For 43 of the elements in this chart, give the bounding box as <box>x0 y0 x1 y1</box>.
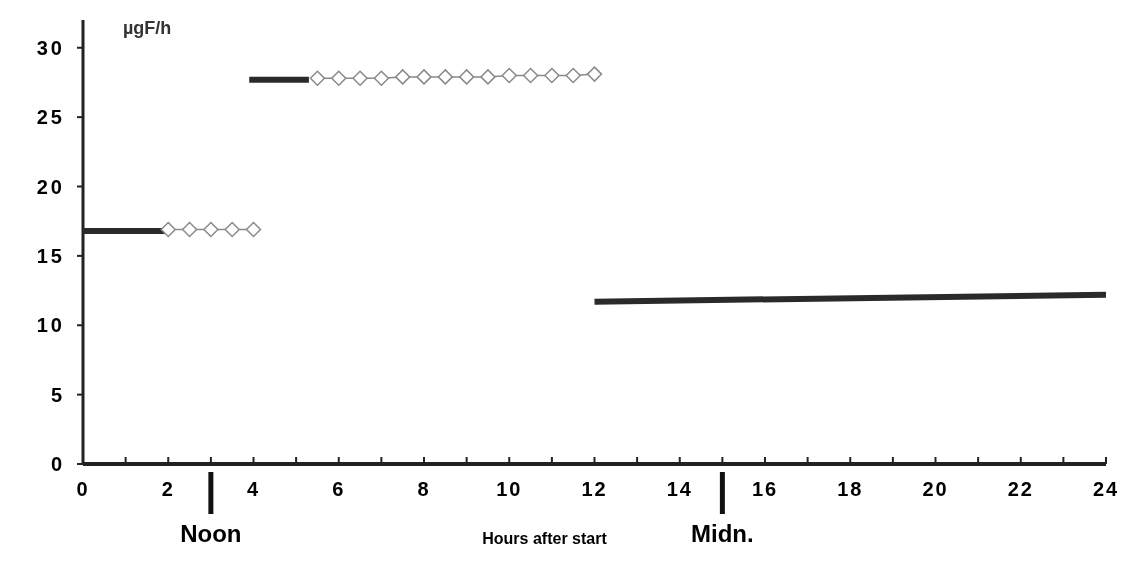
x-tick-label: 14 <box>666 478 693 500</box>
point <box>501 67 517 84</box>
y-tick-label: 30 <box>36 36 65 59</box>
y-tick-label: 25 <box>36 106 65 129</box>
point <box>565 67 581 84</box>
point <box>203 221 219 238</box>
point <box>331 70 347 87</box>
x-tick-label: 4 <box>246 478 261 500</box>
x-tick-label: 24 <box>1092 478 1120 500</box>
x-tick-label: 8 <box>417 478 431 500</box>
x-tick-label: 18 <box>837 478 864 500</box>
x-axis-title: Hours after start <box>482 530 608 547</box>
x-tick-label: 22 <box>1007 478 1034 500</box>
x-tick-label: 10 <box>496 478 523 500</box>
x-tick-label: 12 <box>581 478 608 500</box>
point <box>458 69 475 85</box>
ref-line-label: Noon <box>180 520 242 547</box>
y-tick-label: 20 <box>36 175 65 198</box>
point <box>160 221 176 238</box>
point <box>544 67 560 84</box>
y-axis-title: µgF/h <box>123 18 172 38</box>
ref-line-label: Midn. <box>691 520 754 547</box>
point <box>586 66 603 82</box>
y-tick-label: 0 <box>50 453 65 475</box>
y-tick-label: 5 <box>50 383 65 406</box>
point <box>224 221 240 238</box>
point <box>309 70 326 87</box>
x-tick-label: 0 <box>76 478 90 500</box>
point <box>181 221 198 238</box>
point <box>352 70 368 87</box>
point <box>480 69 496 85</box>
x-tick-label: 2 <box>161 478 175 500</box>
x-tick-label: 16 <box>751 478 779 500</box>
x-tick-label: 6 <box>332 478 346 500</box>
point <box>394 69 411 85</box>
point <box>522 67 539 84</box>
point <box>373 70 390 87</box>
x-tick-label: 20 <box>922 478 949 500</box>
point <box>416 69 432 85</box>
point <box>245 221 262 238</box>
point <box>437 69 454 85</box>
y-tick-label: 15 <box>36 244 65 267</box>
y-tick-label: 10 <box>36 314 65 337</box>
